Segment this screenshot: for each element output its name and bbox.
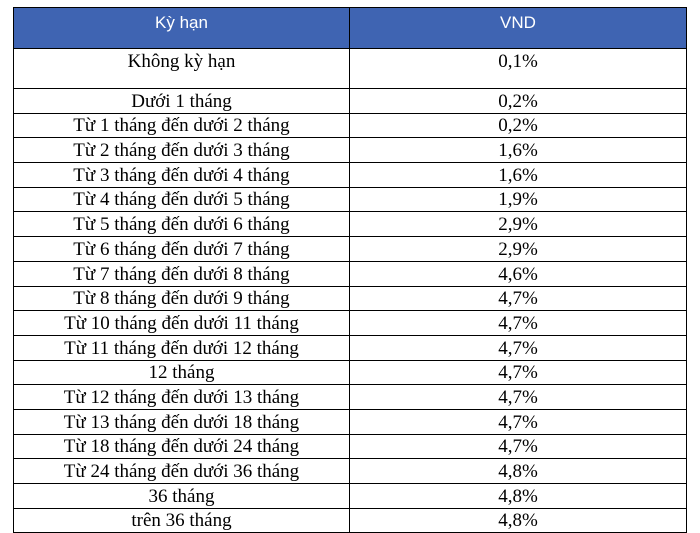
table-row: Từ 5 tháng đến dưới 6 tháng 2,9% xyxy=(13,211,687,238)
table-row: Từ 3 tháng đến dưới 4 tháng 1,6% xyxy=(13,162,687,188)
rate-cell: 4,8% xyxy=(349,483,687,509)
table-row: Từ 12 tháng đến dưới 13 tháng 4,7% xyxy=(13,384,687,410)
table-row: Từ 6 tháng đến dưới 7 tháng 2,9% xyxy=(13,236,687,262)
rate-cell: 4,7% xyxy=(349,433,687,460)
term-cell: trên 36 tháng xyxy=(13,507,350,533)
term-cell: Từ 18 tháng đến dưới 24 tháng xyxy=(13,433,350,460)
term-cell: Từ 1 tháng đến dưới 2 tháng xyxy=(13,112,350,139)
rate-cell: 4,7% xyxy=(349,285,687,312)
table-row: Từ 1 tháng đến dưới 2 tháng 0,2% xyxy=(13,112,687,139)
rate-cell: 1,6% xyxy=(349,162,687,188)
term-cell: 36 tháng xyxy=(13,483,350,509)
term-cell: Từ 10 tháng đến dưới 11 tháng xyxy=(13,310,350,336)
table-row: Từ 8 tháng đến dưới 9 tháng 4,7% xyxy=(13,285,687,312)
table-row: Từ 18 tháng đến dưới 24 tháng 4,7% xyxy=(13,433,687,460)
term-cell: 12 tháng xyxy=(13,359,350,386)
rate-cell: 0,1% xyxy=(349,48,687,89)
rate-cell: 1,6% xyxy=(349,137,687,164)
table-row: Không kỳ hạn 0,1% xyxy=(13,48,687,89)
table-row: Từ 13 tháng đến dưới 18 tháng 4,7% xyxy=(13,408,687,435)
table-row: Từ 7 tháng đến dưới 8 tháng 4,6% xyxy=(13,260,687,287)
rate-cell: 4,7% xyxy=(349,384,687,410)
rate-cell: 4,7% xyxy=(349,310,687,336)
term-cell: Từ 12 tháng đến dưới 13 tháng xyxy=(13,384,350,410)
rate-cell: 4,6% xyxy=(349,260,687,287)
term-cell: Từ 8 tháng đến dưới 9 tháng xyxy=(13,285,350,312)
rate-cell: 2,9% xyxy=(349,211,687,238)
rate-cell: 4,7% xyxy=(349,408,687,435)
rate-table-container: Kỳ hạn VND Không kỳ hạn 0,1% Dưới 1 tháng 0… xyxy=(13,7,687,533)
term-cell: Dưới 1 tháng xyxy=(13,88,350,114)
header-row: Kỳ hạn VND xyxy=(13,7,687,49)
table-row: 12 tháng 4,7% xyxy=(13,359,687,386)
column-header-vnd: VND xyxy=(349,7,687,49)
term-cell: Từ 3 tháng đến dưới 4 tháng xyxy=(13,162,350,188)
table-row: trên 36 tháng 4,8% xyxy=(13,507,687,533)
table-row: Từ 4 tháng đến dưới 5 tháng 1,9% xyxy=(13,186,687,213)
term-cell: Từ 24 tháng đến dưới 36 tháng xyxy=(13,458,350,484)
term-cell: Từ 13 tháng đến dưới 18 tháng xyxy=(13,408,350,435)
rate-cell: 4,7% xyxy=(349,334,687,361)
term-cell: Từ 5 tháng đến dưới 6 tháng xyxy=(13,211,350,238)
table-row: 36 tháng 4,8% xyxy=(13,483,687,509)
term-cell: Từ 6 tháng đến dưới 7 tháng xyxy=(13,236,350,262)
interest-rate-table: Kỳ hạn VND Không kỳ hạn 0,1% Dưới 1 tháng 0… xyxy=(13,7,687,533)
rate-cell: 2,9% xyxy=(349,236,687,262)
table-row: Từ 11 tháng đến dưới 12 tháng 4,7% xyxy=(13,334,687,361)
term-cell: Từ 7 tháng đến dưới 8 tháng xyxy=(13,260,350,287)
rate-cell: 4,7% xyxy=(349,359,687,386)
rate-cell: 0,2% xyxy=(349,88,687,114)
rate-cell: 4,8% xyxy=(349,458,687,484)
term-cell: Từ 2 tháng đến dưới 3 tháng xyxy=(13,137,350,164)
rate-cell: 4,8% xyxy=(349,507,687,533)
table-row: Từ 24 tháng đến dưới 36 tháng 4,8% xyxy=(13,458,687,484)
table-body: Không kỳ hạn 0,1% Dưới 1 tháng 0,2% Từ 1 thá… xyxy=(13,48,687,533)
table-header: Kỳ hạn VND xyxy=(13,7,687,49)
column-header-term: Kỳ hạn xyxy=(13,7,350,49)
rate-cell: 0,2% xyxy=(349,112,687,139)
term-cell: Từ 4 tháng đến dưới 5 tháng xyxy=(13,186,350,213)
table-row: Dưới 1 tháng 0,2% xyxy=(13,88,687,114)
rate-cell: 1,9% xyxy=(349,186,687,213)
table-row: Từ 10 tháng đến dưới 11 tháng 4,7% xyxy=(13,310,687,336)
term-cell: Không kỳ hạn xyxy=(13,48,350,89)
table-row: Từ 2 tháng đến dưới 3 tháng 1,6% xyxy=(13,137,687,164)
term-cell: Từ 11 tháng đến dưới 12 tháng xyxy=(13,334,350,361)
